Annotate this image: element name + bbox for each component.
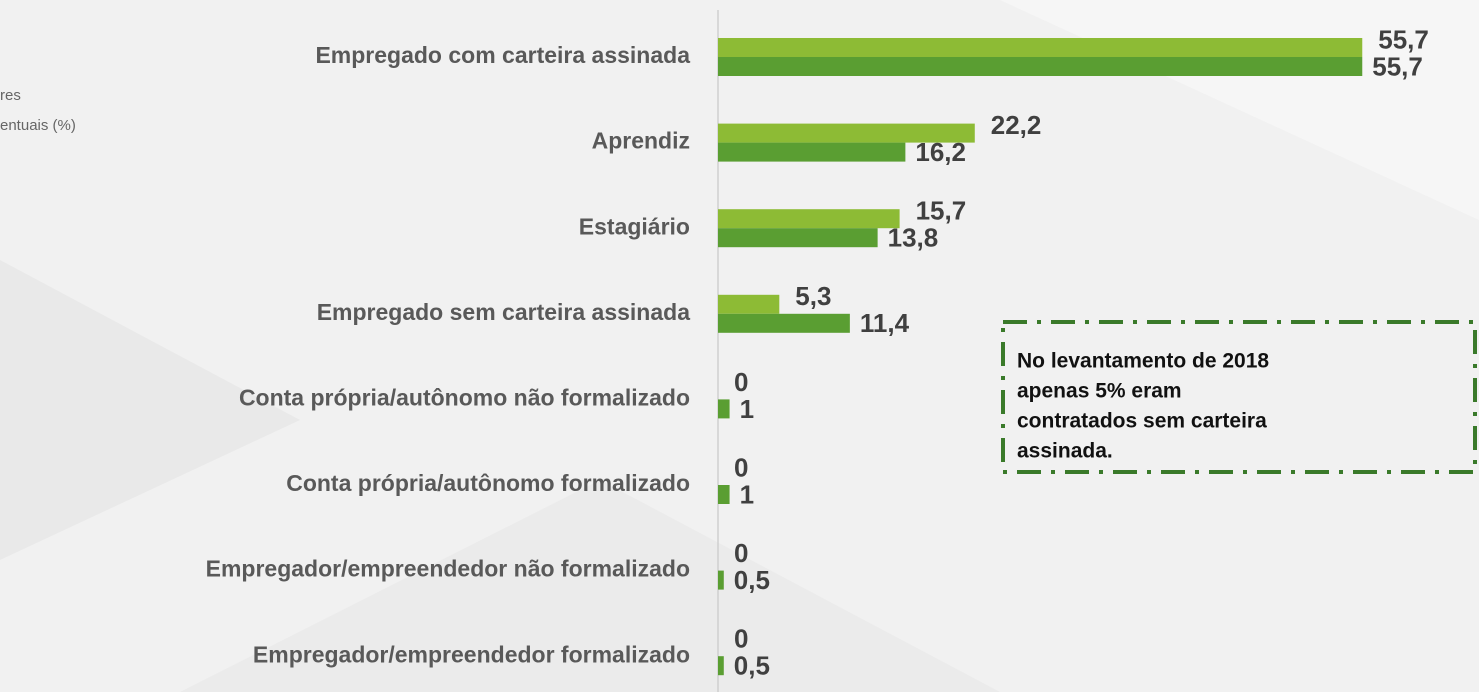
category-label: Aprendiz	[592, 128, 690, 154]
value-label: 22,2	[991, 110, 1042, 140]
bar	[718, 485, 730, 504]
annotation-text: apenas 5% eram	[1017, 380, 1182, 403]
bar	[718, 123, 975, 143]
annotation-text: contratados sem carteira	[1017, 410, 1267, 433]
background-shape	[0, 260, 300, 560]
value-label: 0,5	[734, 651, 770, 681]
value-label: 0	[734, 538, 748, 568]
annotation-box	[1001, 320, 1477, 474]
category-label: Empregador/empreendedor não formalizado	[206, 556, 690, 582]
category-label: Conta própria/autônomo não formalizado	[239, 384, 690, 410]
bar	[718, 142, 906, 162]
category-label: Empregador/empreendedor formalizado	[253, 641, 690, 667]
value-label: 55,7	[1372, 51, 1423, 81]
value-label: 15,7	[916, 196, 967, 226]
bar	[718, 38, 1363, 57]
bar	[718, 57, 1363, 76]
value-label: 16,2	[915, 137, 966, 167]
value-label: 0	[734, 624, 748, 654]
background-shape	[180, 480, 1000, 692]
category-label: Conta própria/autônomo formalizado	[286, 470, 690, 496]
category-label: Empregado com carteira assinada	[315, 42, 690, 68]
value-label: 5,3	[795, 281, 831, 311]
value-label: 1	[740, 394, 754, 424]
value-label: 0,5	[734, 565, 770, 595]
category-label: Empregado sem carteira assinada	[317, 299, 690, 325]
value-label: 0	[734, 367, 748, 397]
bar	[718, 294, 780, 314]
bar	[718, 399, 730, 419]
value-label: 11,4	[860, 308, 910, 338]
annotation-text: No levantamento de 2018	[1017, 350, 1269, 373]
value-label: 0	[734, 452, 748, 482]
note: entuais (%)	[0, 117, 76, 134]
value-label: 13,8	[888, 223, 939, 253]
annotation-text: assinada.	[1017, 440, 1113, 463]
value-label: 55,7	[1378, 24, 1429, 54]
value-label: 1	[740, 479, 754, 509]
bar	[718, 570, 724, 590]
bar	[718, 313, 850, 333]
bar	[718, 656, 724, 676]
note: res	[0, 87, 21, 104]
bar	[718, 228, 878, 248]
bar	[718, 209, 900, 229]
category-label: Estagiário	[579, 213, 690, 239]
